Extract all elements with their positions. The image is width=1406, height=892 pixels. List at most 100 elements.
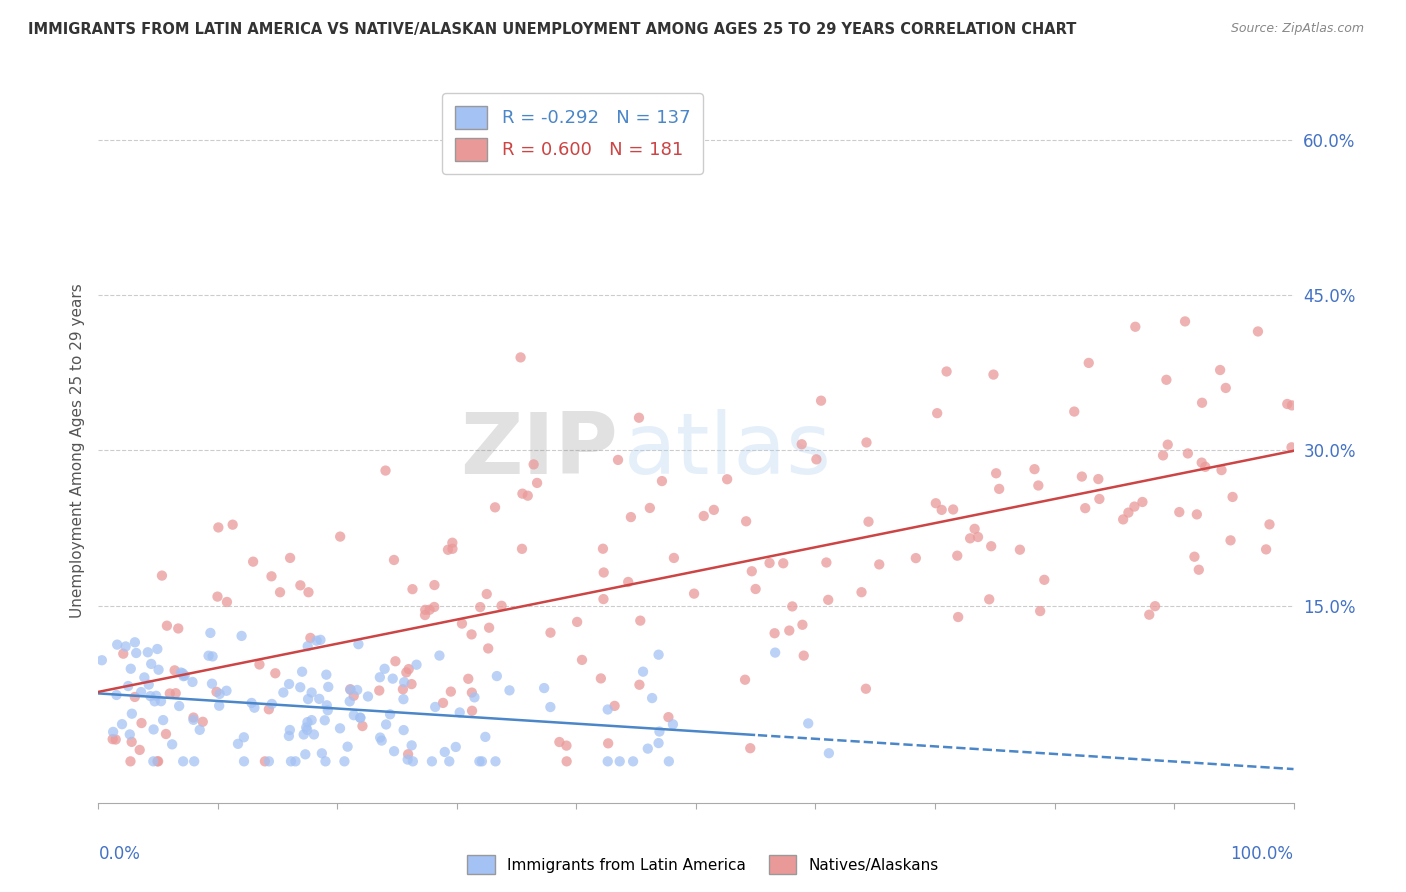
Point [744, 582, 766, 596]
Point [533, 681, 555, 695]
Point [432, 696, 454, 710]
Text: atlas: atlas [624, 409, 832, 492]
Point [1211, 463, 1233, 477]
Point [302, 727, 325, 741]
Point [1118, 506, 1140, 520]
Point [1088, 491, 1111, 506]
Point [142, 755, 165, 769]
Point [160, 737, 183, 751]
Point [208, 698, 231, 713]
Point [278, 550, 301, 565]
Point [401, 677, 423, 691]
Point [1215, 381, 1237, 395]
Point [402, 755, 425, 769]
Point [413, 603, 436, 617]
Point [146, 755, 169, 769]
Point [526, 475, 548, 490]
Point [983, 368, 1005, 382]
Point [461, 685, 484, 699]
Point [260, 569, 283, 583]
Point [627, 410, 650, 425]
Point [278, 723, 301, 737]
Point [118, 727, 141, 741]
Point [148, 663, 170, 677]
Point [395, 665, 418, 680]
Point [460, 627, 482, 641]
Point [172, 755, 194, 769]
Point [647, 648, 669, 662]
Point [398, 662, 420, 676]
Point [1258, 517, 1281, 532]
Point [793, 648, 815, 663]
Point [375, 717, 398, 731]
Point [172, 669, 194, 683]
Point [242, 555, 264, 569]
Point [607, 453, 630, 467]
Point [512, 486, 534, 500]
Point [346, 683, 368, 698]
Point [231, 629, 253, 643]
Point [740, 741, 762, 756]
Point [657, 710, 679, 724]
Point [316, 703, 339, 717]
Point [309, 632, 332, 647]
Point [150, 568, 173, 582]
Point [188, 723, 211, 737]
Point [683, 587, 706, 601]
Point [419, 603, 441, 617]
Point [183, 755, 205, 769]
Point [208, 687, 231, 701]
Point [662, 717, 685, 731]
Point [1137, 607, 1160, 622]
Point [315, 698, 337, 713]
Point [638, 500, 661, 515]
Point [280, 755, 302, 769]
Point [197, 648, 219, 663]
Point [401, 739, 423, 753]
Point [935, 364, 957, 378]
Point [449, 706, 471, 720]
Point [963, 522, 986, 536]
Point [201, 649, 224, 664]
Point [413, 608, 436, 623]
Point [221, 517, 243, 532]
Point [329, 530, 352, 544]
Point [294, 747, 316, 762]
Point [392, 675, 415, 690]
Text: IMMIGRANTS FROM LATIN AMERICA VS NATIVE/ALASKAN UNEMPLOYMENT AMONG AGES 25 TO 29: IMMIGRANTS FROM LATIN AMERICA VS NATIVE/… [28, 22, 1077, 37]
Point [592, 541, 614, 556]
Point [628, 614, 651, 628]
Point [925, 496, 948, 510]
Point [491, 599, 513, 613]
Point [1123, 500, 1146, 514]
Point [374, 662, 396, 676]
Point [207, 520, 229, 534]
Point [297, 715, 319, 730]
Point [516, 489, 538, 503]
Point [121, 735, 143, 749]
Point [347, 637, 370, 651]
Point [946, 610, 969, 624]
Point [253, 755, 276, 769]
Point [641, 691, 664, 706]
Point [105, 638, 128, 652]
Point [815, 556, 838, 570]
Point [806, 452, 828, 467]
Point [378, 707, 401, 722]
Point [114, 640, 136, 654]
Point [1112, 512, 1135, 526]
Point [620, 510, 643, 524]
Point [382, 553, 405, 567]
Point [1174, 314, 1197, 328]
Point [273, 685, 295, 699]
Point [474, 730, 496, 744]
Point [297, 639, 319, 653]
Point [170, 665, 193, 680]
Point [357, 690, 380, 704]
Point [437, 542, 460, 557]
Legend: R = -0.292   N = 137, R = 0.600   N = 181: R = -0.292 N = 137, R = 0.600 N = 181 [441, 93, 703, 174]
Point [381, 672, 404, 686]
Point [942, 502, 965, 516]
Point [468, 755, 491, 769]
Point [441, 535, 464, 549]
